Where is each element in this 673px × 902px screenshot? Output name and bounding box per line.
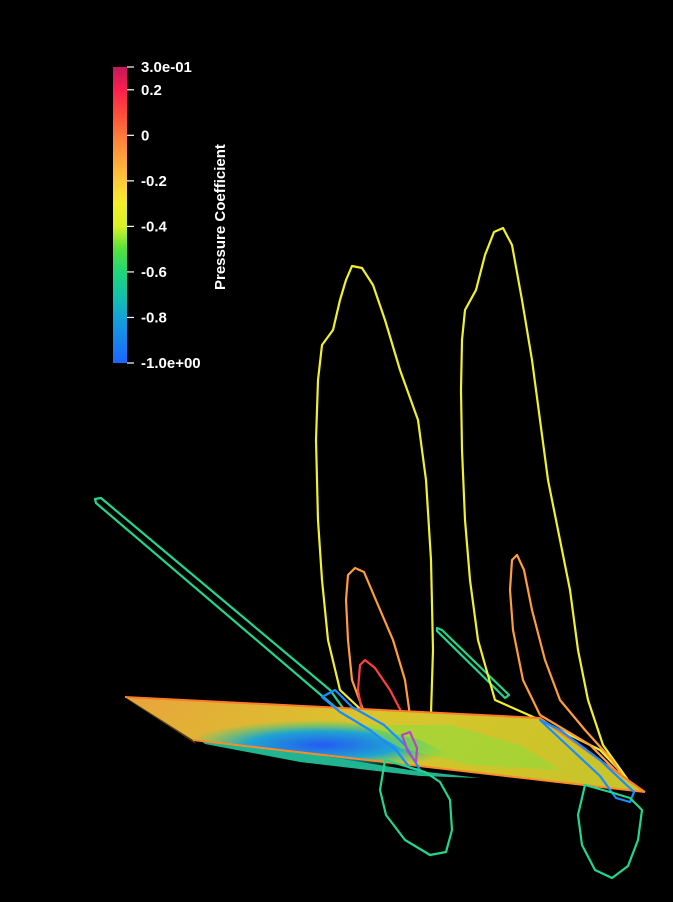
- colorbar-tick-label: 0: [141, 127, 149, 144]
- colorbar-tick-label: 0.2: [141, 82, 162, 99]
- iso-line-green-small: [435, 626, 511, 700]
- iso-line-green-below-right: [576, 783, 644, 880]
- colorbar-tick-label: -0.6: [141, 264, 167, 281]
- colorbar-tick-label: -0.4: [141, 218, 168, 235]
- colorbar-ticks: 3.0e-01 0.2 0 -0.2 -0.4 -0.6 -0.8 -1.0e+00: [127, 59, 201, 372]
- iso-line-yellow-right: [459, 226, 630, 782]
- iso-line-purple: [400, 730, 419, 764]
- colorbar-swatch: [113, 67, 127, 363]
- iso-line-blue-right: [538, 718, 636, 804]
- colorbar-tick-label: 3.0e-01: [141, 59, 192, 76]
- colorbar-tick-label: -1.0e+00: [141, 355, 201, 372]
- colorbar-tick-label: -0.8: [141, 309, 167, 326]
- iso-line-green-wake: [93, 496, 347, 714]
- plate-edge: [124, 696, 646, 793]
- plate-side-shadow: [125, 697, 196, 744]
- colorbar-tick-label: -0.2: [141, 173, 167, 190]
- colorbar: 3.0e-01 0.2 0 -0.2 -0.4 -0.6 -0.8 -1.0e+00 Pres…: [113, 59, 229, 372]
- colorbar-title: Pressure Coefficient: [212, 144, 229, 290]
- iso-line-orange-right: [508, 553, 627, 782]
- plate-green-patch: [360, 725, 560, 770]
- iso-line-green-below-left: [378, 758, 454, 857]
- iso-line-yellow-left: [314, 264, 435, 767]
- plate-edge-front: [192, 739, 646, 793]
- plate-low-pressure-band: [185, 720, 460, 770]
